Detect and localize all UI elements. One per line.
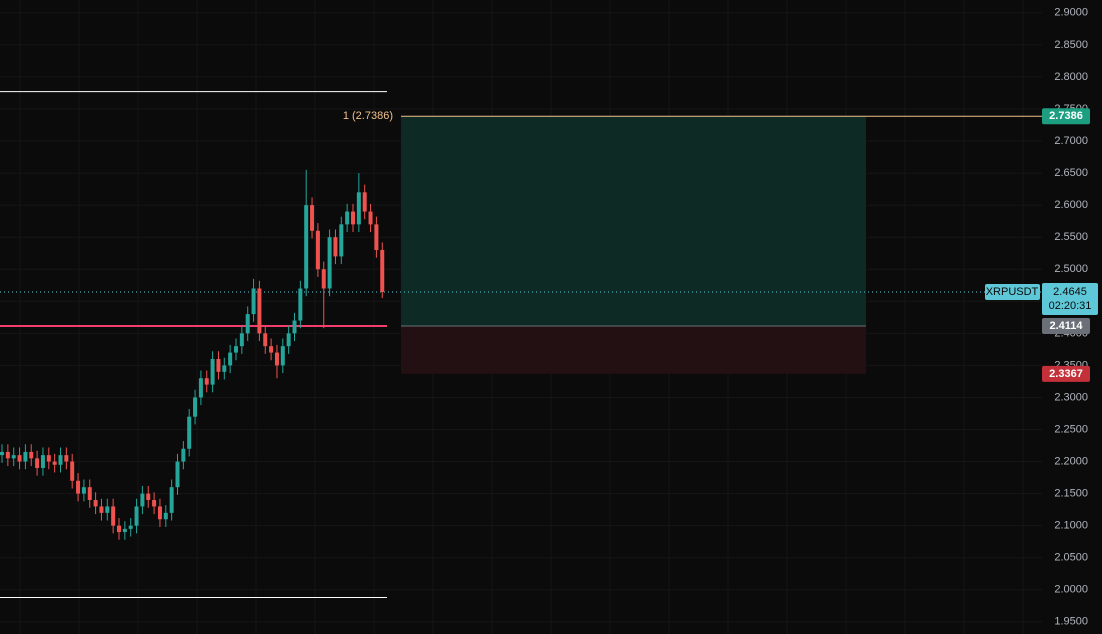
candle-body: [321, 269, 326, 289]
candle-body: [304, 205, 309, 289]
candle-body: [257, 288, 262, 334]
y-tick-label: 2.2500: [1054, 423, 1088, 435]
y-tick-label: 2.3000: [1054, 391, 1088, 403]
candle-body: [117, 525, 121, 533]
candle-body: [64, 455, 69, 462]
candle-body: [46, 455, 51, 462]
candle-body: [274, 352, 279, 366]
y-tick-label: 2.1000: [1054, 520, 1088, 532]
candle-body: [210, 358, 215, 385]
candle-body: [356, 192, 361, 225]
y-tick-label: 2.5500: [1054, 231, 1088, 243]
candle-body: [368, 211, 373, 225]
candle-body: [81, 487, 86, 494]
candle-body: [245, 314, 250, 334]
y-tick-label: 2.7000: [1054, 135, 1088, 147]
candle-body: [193, 397, 198, 417]
candle-body: [35, 458, 40, 468]
candle-body: [52, 461, 57, 465]
candle-body: [187, 416, 192, 449]
candle-body: [76, 480, 81, 494]
candle-body: [362, 192, 367, 212]
candle-body: [263, 333, 268, 347]
candle-body: [122, 528, 127, 533]
candle-body: [134, 506, 139, 526]
candle-body: [99, 506, 104, 513]
candle-body: [298, 288, 303, 321]
candle-body: [239, 333, 244, 347]
y-tick-label: 2.6000: [1054, 199, 1088, 211]
candle-body: [17, 455, 22, 462]
candle-body: [310, 205, 315, 231]
candle-body: [228, 352, 233, 366]
candle-body: [333, 237, 338, 257]
countdown: 02:20:31: [1049, 300, 1092, 312]
candle-body: [87, 487, 92, 501]
candle-body: [163, 512, 168, 520]
candle-body: [23, 451, 28, 462]
symbol-tag-box: [985, 283, 1040, 300]
candle-body: [11, 455, 16, 459]
target-zone: [401, 116, 866, 327]
candle-body: [345, 211, 350, 225]
candle-body: [175, 461, 180, 488]
entry-tag-box: [1042, 318, 1090, 335]
candle-body: [222, 365, 227, 372]
candle-body: [204, 378, 209, 385]
y-tick-label: 1.9500: [1054, 616, 1088, 628]
candle-body: [152, 500, 157, 507]
y-tick-label: 2.1500: [1054, 488, 1088, 500]
y-tick-label: 2.8500: [1054, 39, 1088, 51]
candle-body: [339, 224, 344, 257]
candle-body: [181, 448, 186, 462]
last-price-tag: 2.4645: [1053, 286, 1087, 298]
candle-body: [315, 230, 320, 270]
candle-body: [5, 451, 10, 459]
symbol-tag: XRPUSDT: [986, 286, 1039, 298]
y-tick-label: 2.6500: [1054, 167, 1088, 179]
y-tick-label: 2.2000: [1054, 455, 1088, 467]
candle-body: [351, 211, 355, 225]
candle-body: [157, 506, 162, 520]
candle-body: [29, 451, 34, 459]
stop-tag-box: [1042, 365, 1090, 382]
entry-tag: 2.4114: [1049, 320, 1083, 332]
candle-body: [128, 525, 133, 529]
stop-zone: [401, 326, 866, 374]
y-tick-label: 2.8000: [1054, 71, 1088, 83]
candle-body: [216, 358, 221, 372]
candle-body: [58, 455, 63, 465]
candle-body: [327, 237, 332, 289]
candle-body: [105, 506, 110, 513]
candle-body: [374, 224, 379, 251]
y-tick-label: 2.5000: [1054, 263, 1088, 275]
candle-body: [234, 346, 238, 353]
y-tick-label: 2.0500: [1054, 552, 1088, 564]
target-tag: 2.7386: [1049, 110, 1083, 122]
target-label: 1 (2.7386): [343, 110, 393, 122]
y-tick-label: 2.0000: [1054, 584, 1088, 596]
candle-body: [286, 333, 291, 347]
candle-body: [0, 451, 4, 456]
candle-body: [380, 250, 385, 292]
candle-body: [140, 493, 145, 507]
candle-body: [198, 378, 203, 398]
stop-tag: 2.3367: [1049, 368, 1083, 380]
candle-body: [169, 487, 174, 513]
candle-body: [93, 500, 98, 507]
candle-body: [70, 461, 75, 481]
last-price-tag-box: [1042, 282, 1098, 315]
y-tick-label: 2.9000: [1054, 7, 1088, 19]
candle-body: [146, 493, 151, 501]
candle-body: [251, 288, 256, 315]
candle-body: [292, 320, 297, 334]
candle-body: [269, 346, 274, 353]
candle-body: [111, 506, 116, 526]
candle-body: [280, 346, 285, 366]
target-tag-box: [1042, 108, 1090, 125]
candle-body: [40, 455, 45, 468]
